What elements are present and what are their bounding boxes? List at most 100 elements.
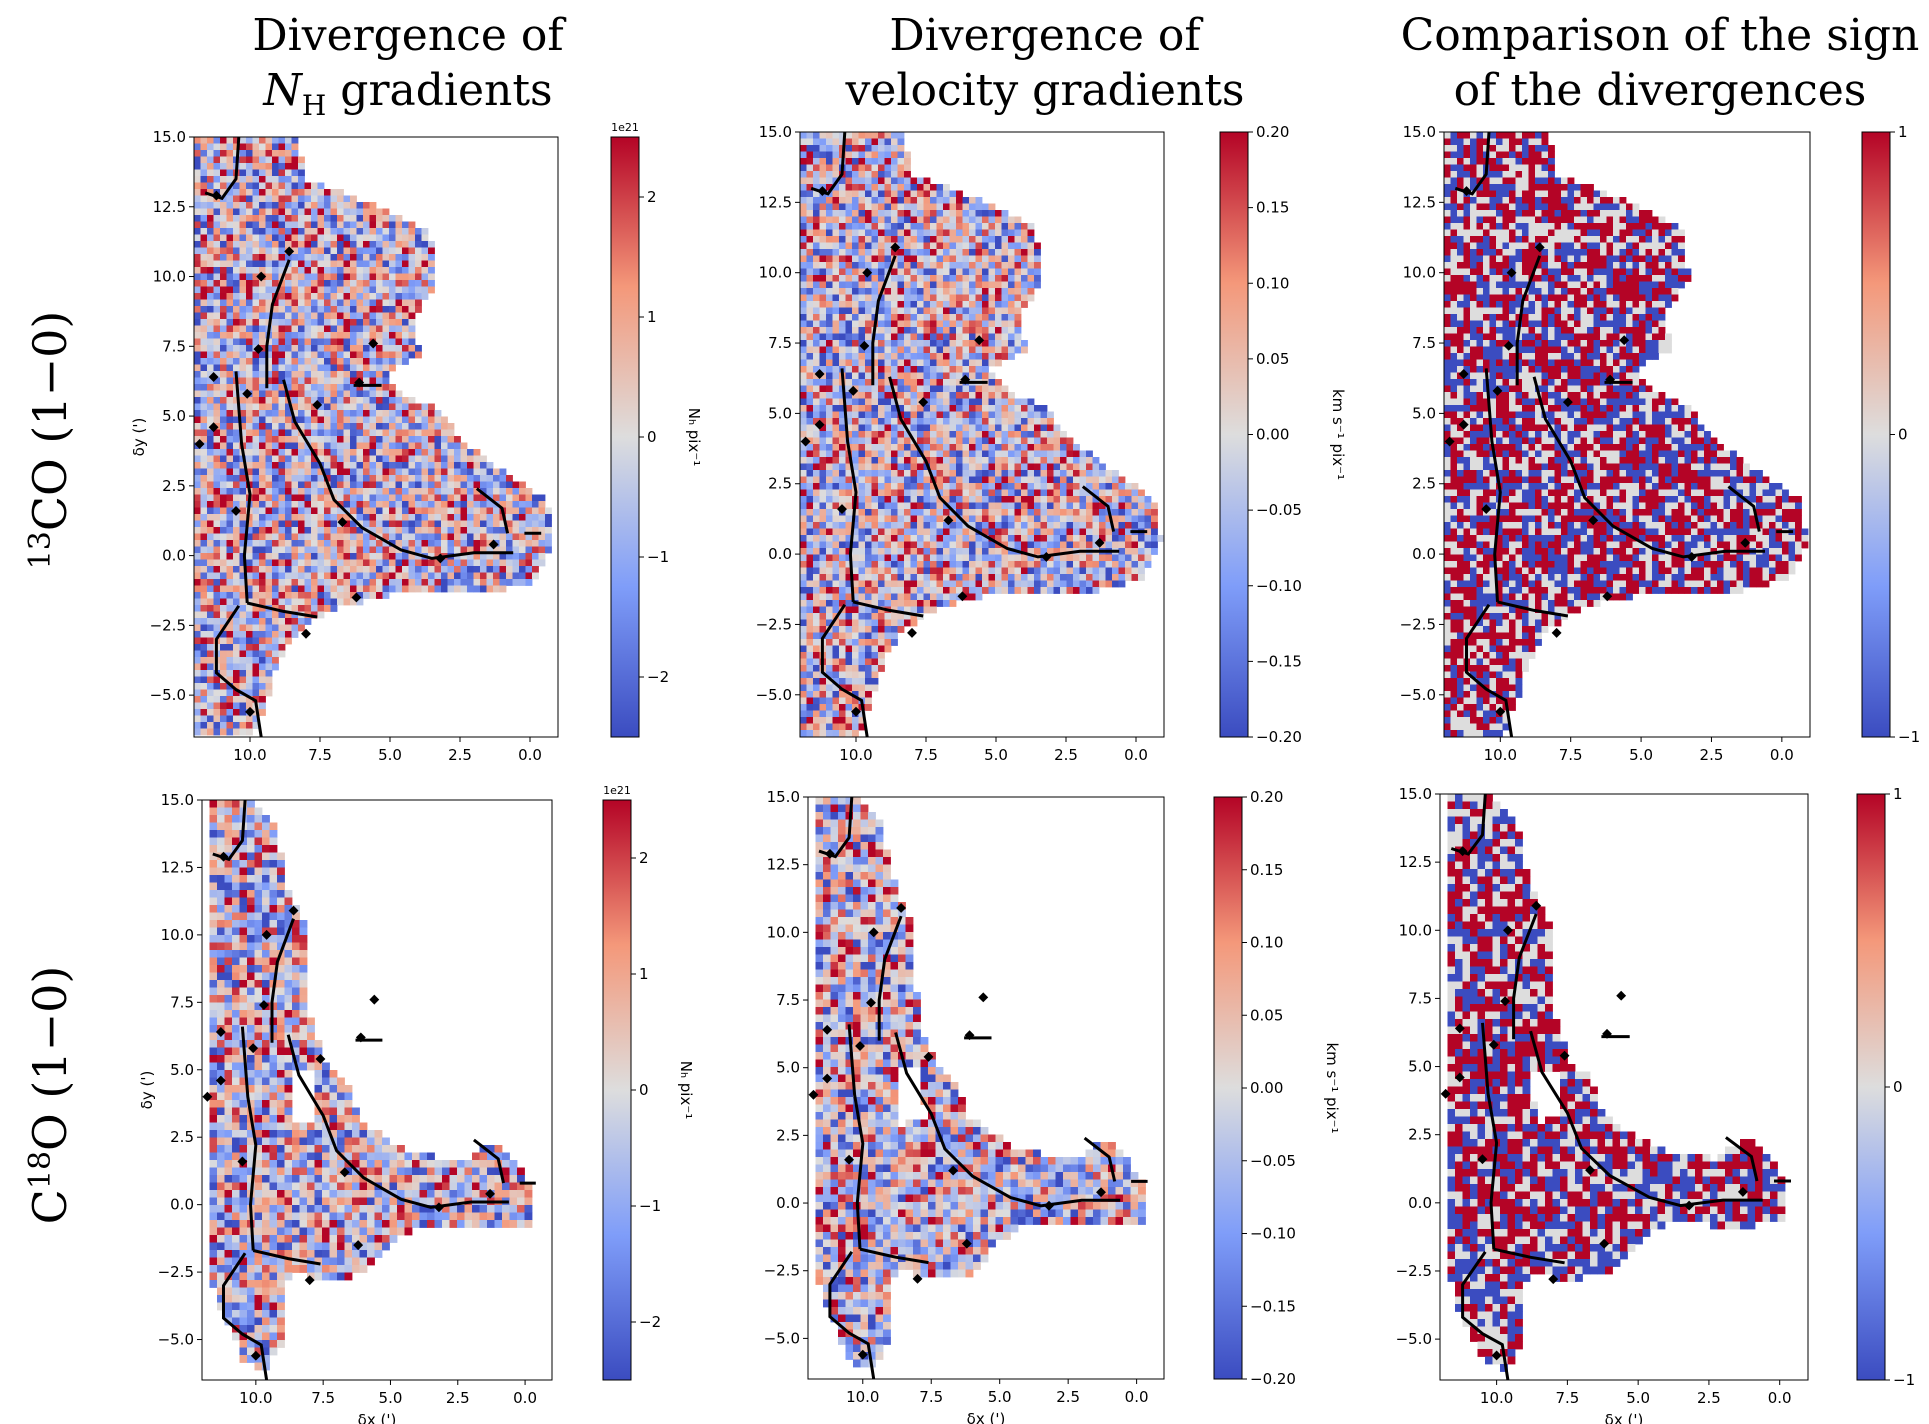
pixel [975, 327, 983, 334]
pixel [324, 371, 331, 378]
pixel [428, 579, 435, 586]
pixel [324, 267, 331, 274]
pixel [969, 450, 976, 458]
row-label-c18o: C18O (1−0) [23, 966, 77, 1225]
pixel [304, 449, 312, 456]
pixel [839, 431, 846, 438]
pixel [800, 457, 807, 464]
pixel [506, 546, 513, 554]
pixel [376, 247, 383, 255]
pixel [194, 631, 201, 638]
pixel [213, 598, 221, 606]
pixel [943, 184, 950, 191]
pixel [1092, 463, 1100, 471]
pixel [343, 345, 351, 352]
pixel [434, 410, 442, 417]
pixel [441, 546, 448, 554]
pixel [369, 579, 377, 586]
pixel [395, 455, 403, 463]
pixel [259, 598, 266, 606]
pixel [865, 476, 872, 484]
pixel [408, 455, 416, 463]
pixel [376, 455, 383, 463]
pixel [337, 390, 344, 398]
pixel [923, 372, 931, 380]
pixel [806, 411, 814, 419]
pixel [956, 392, 963, 399]
pixel [272, 468, 279, 476]
pixel [956, 450, 963, 458]
pixel [956, 255, 963, 263]
pixel [421, 501, 429, 508]
pixel [213, 455, 221, 463]
pixel [486, 481, 494, 489]
pixel [213, 345, 221, 352]
pixel [949, 314, 957, 321]
pixel [226, 371, 234, 378]
pixel [259, 358, 266, 365]
pixel [395, 286, 403, 294]
pixel [239, 657, 247, 664]
pixel [995, 340, 1002, 347]
pixel [845, 177, 853, 185]
pixel [200, 676, 208, 684]
pixel [207, 676, 214, 684]
pixel [272, 169, 279, 177]
pixel [506, 540, 513, 547]
pixel [259, 650, 266, 658]
pixel [506, 475, 513, 482]
pixel [337, 507, 344, 515]
pixel [884, 476, 892, 484]
pixel [194, 689, 201, 697]
pixel [1086, 470, 1093, 477]
pixel [949, 223, 957, 230]
pixel [1073, 489, 1080, 497]
pixel [343, 384, 351, 391]
pixel [1027, 223, 1035, 230]
pixel [278, 514, 286, 521]
pixel [408, 566, 416, 573]
pixel [1001, 262, 1009, 269]
pixel [845, 463, 853, 471]
pixel [949, 366, 957, 373]
pixel [291, 371, 299, 378]
skeleton-node [256, 271, 267, 282]
pixel [265, 273, 273, 281]
pixel [428, 442, 435, 450]
pixel [467, 494, 474, 502]
pixel [272, 585, 279, 593]
panels: 10.0 7.5 5.0 2.5 0.0−5.0−2.50.02.55.07.510.0… [130, 121, 1920, 1424]
pixel [239, 702, 247, 710]
pixel [839, 483, 846, 490]
pixel [272, 254, 279, 261]
pixel [285, 462, 292, 469]
pixel [304, 338, 312, 346]
pixel [949, 418, 957, 425]
pixel [832, 203, 840, 211]
pixel [330, 501, 338, 508]
pixel [904, 184, 911, 191]
pixel [852, 294, 859, 302]
pixel [1001, 470, 1009, 477]
pixel [512, 507, 520, 515]
pixel [923, 249, 931, 256]
pixel [278, 312, 286, 320]
pixel [259, 514, 266, 521]
pixel [220, 702, 227, 710]
pixel [1034, 268, 1041, 276]
pixel [246, 215, 253, 222]
pixel [858, 327, 866, 334]
pixel [259, 481, 266, 489]
pixel [389, 247, 396, 255]
pixel [194, 286, 201, 294]
pixel [917, 223, 924, 230]
pixel [317, 215, 325, 222]
pixel [917, 385, 924, 393]
pixel [259, 143, 266, 151]
pixel [1001, 307, 1009, 315]
pixel [956, 301, 963, 308]
pixel [363, 449, 370, 456]
pixel [259, 429, 266, 437]
pixel [415, 546, 422, 554]
pixel [395, 494, 403, 502]
